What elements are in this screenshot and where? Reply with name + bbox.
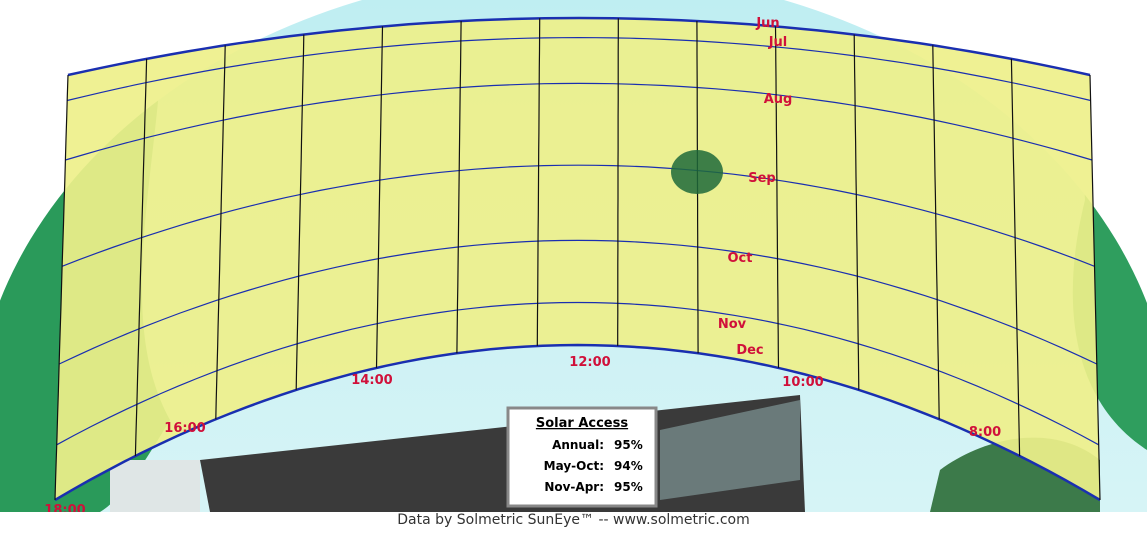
- hour-line: [774, 26, 780, 368]
- hour-label: 14:00: [351, 373, 392, 388]
- solar-access-box: Solar Access Annual: 95% May-Oct: 94% Nov-Ap…: [506, 406, 658, 508]
- hour-label: 10:00: [782, 375, 823, 390]
- row-label: Annual:: [552, 438, 604, 452]
- month-line: [58, 239, 1098, 365]
- row-value: 95%: [614, 480, 643, 494]
- month-line: [67, 36, 1091, 102]
- hour-line: [1089, 74, 1101, 501]
- box-frame: [506, 406, 658, 508]
- hour-line: [536, 18, 541, 346]
- month-label: Aug: [764, 92, 793, 107]
- month-label: Jul: [768, 35, 788, 50]
- building: [110, 460, 200, 512]
- month-label: Oct: [728, 251, 753, 266]
- hour-label: 16:00: [164, 421, 205, 436]
- hour-line: [134, 58, 148, 457]
- hour-line: [215, 45, 226, 420]
- hour-line: [853, 34, 860, 390]
- row-value: 94%: [614, 459, 643, 473]
- month-label: Sep: [748, 171, 776, 186]
- roof-edge: [660, 400, 800, 500]
- row-value: 95%: [614, 438, 643, 452]
- footer: Data by Solmetric SunEye™ -- www.solmetr…: [397, 512, 750, 528]
- hour-line: [54, 74, 69, 501]
- sun-path-band: [54, 16, 1101, 502]
- month-label: Nov: [718, 317, 747, 332]
- row-label: Nov-Apr:: [544, 480, 604, 494]
- hour-line: [375, 26, 384, 368]
- hour-label: 12:00: [569, 355, 610, 370]
- hour-line: [617, 18, 619, 346]
- month-line: [56, 301, 1099, 446]
- obstruction-spot: [671, 150, 723, 194]
- band-fill: [55, 18, 1100, 500]
- month-label: Dec: [736, 343, 763, 358]
- box-rows: Annual: 95% May-Oct: 94% Nov-Apr: 95%: [544, 438, 643, 494]
- hour-label: 8:00: [969, 425, 1001, 440]
- hour-line: [1010, 58, 1021, 457]
- hour-line: [456, 20, 462, 354]
- month-label: Jun: [755, 16, 779, 31]
- month-line: [61, 164, 1095, 267]
- hour-label: 18:00: [44, 503, 85, 512]
- box-title: Solar Access: [536, 416, 628, 431]
- fisheye-view: Jun Jul Aug Sep Oct Nov Dec 18:00 16:00 14:00 12:0…: [0, 0, 1147, 518]
- month-line: [54, 343, 1101, 502]
- row-label: May-Oct:: [544, 459, 604, 473]
- hour-line: [295, 34, 305, 390]
- month-line: [67, 16, 1091, 77]
- hour-line: [932, 45, 940, 420]
- month-line: [65, 82, 1093, 161]
